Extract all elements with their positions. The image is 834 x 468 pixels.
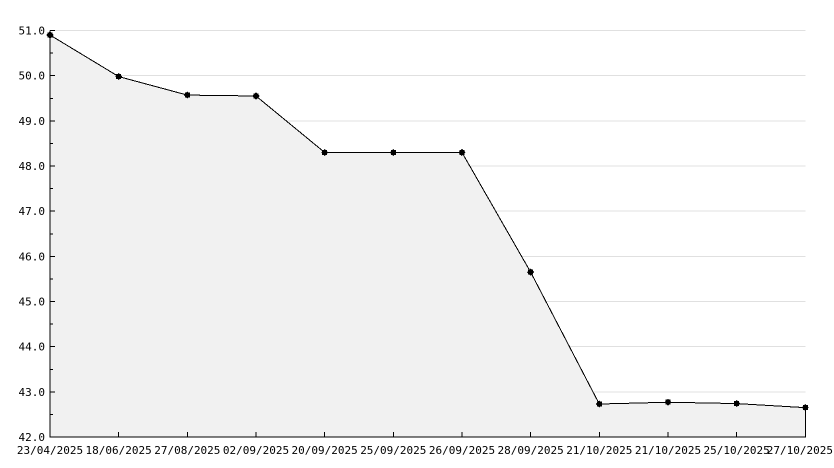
data-point-marker [733, 400, 741, 408]
data-point-marker [252, 92, 260, 100]
y-tick-label: 46.0 [19, 250, 46, 263]
data-point-marker [183, 91, 191, 99]
x-tick-label: 27/08/2025 [154, 444, 220, 457]
y-tick-label: 48.0 [19, 160, 46, 173]
y-tick-label: 50.0 [19, 70, 46, 83]
x-tick-label: 21/10/2025 [635, 444, 701, 457]
marker-diamond [733, 400, 741, 408]
y-tick-label: 44.0 [19, 341, 46, 354]
x-tick-label: 02/09/2025 [223, 444, 289, 457]
data-point-marker [321, 148, 329, 156]
data-point-marker [458, 148, 466, 156]
data-point-markers [46, 31, 809, 412]
marker-diamond [801, 404, 809, 412]
x-tick-label: 28/09/2025 [498, 444, 564, 457]
x-tick-label: 21/10/2025 [566, 444, 632, 457]
x-tick-label: 20/09/2025 [292, 444, 358, 457]
marker-diamond [458, 148, 466, 156]
marker-diamond [664, 398, 672, 406]
marker-diamond [321, 148, 329, 156]
data-point-marker [527, 268, 535, 276]
y-tick-labels: 51.0 50.0 49.0 48.0 47.0 46.0 45.0 44.0 43.0 42.0 [19, 25, 46, 445]
marker-diamond [595, 400, 603, 408]
y-tick-label: 42.0 [19, 431, 46, 444]
marker-diamond [183, 91, 191, 99]
x-tick-label: 18/06/2025 [86, 444, 152, 457]
axes [49, 30, 806, 438]
x-tick-label: 23/04/2025 [17, 444, 83, 457]
data-point-marker [595, 400, 603, 408]
marker-diamond [527, 268, 535, 276]
marker-diamond [389, 148, 397, 156]
x-tick-label: 26/09/2025 [429, 444, 495, 457]
x-tick-label: 25/09/2025 [360, 444, 426, 457]
x-tick-labels: 23/04/2025 18/06/2025 27/08/2025 02/09/2025… [17, 444, 833, 457]
data-point-marker [115, 73, 123, 81]
y-tick-label: 47.0 [19, 205, 46, 218]
y-tick-label: 49.0 [19, 115, 46, 128]
data-point-marker [46, 31, 54, 39]
y-tick-label: 43.0 [19, 386, 46, 399]
y-tick-label: 45.0 [19, 296, 46, 309]
data-point-marker [801, 404, 809, 412]
data-point-marker [389, 148, 397, 156]
marker-diamond [252, 92, 260, 100]
data-point-marker [664, 398, 672, 406]
x-tick-label: 25/10/2025 [704, 444, 770, 457]
y-tick-label: 51.0 [19, 25, 46, 38]
x-tick-label: 27/10/2025 [767, 444, 833, 457]
